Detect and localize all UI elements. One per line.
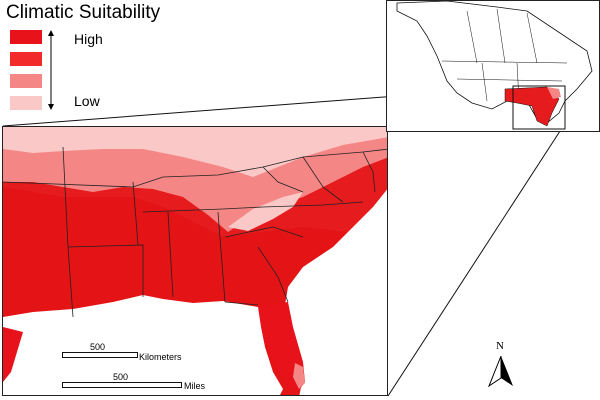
scale-km-unit: Kilometers — [139, 352, 182, 362]
inset-extent-box — [512, 85, 566, 130]
north-arrow-icon — [487, 355, 513, 388]
legend-scale-arrow-icon — [48, 30, 54, 110]
scale-bar-miles — [62, 382, 182, 388]
legend-title: Climatic Suitability — [6, 2, 161, 23]
scale-mi-unit: Miles — [184, 381, 206, 391]
north-arrow: N — [487, 340, 515, 388]
scale-km-value: 500 — [90, 342, 106, 352]
north-arrow-label: N — [496, 340, 504, 352]
legend-high-label: High — [74, 31, 103, 47]
main-map[interactable] — [2, 126, 388, 396]
legend-swatch-mid-low — [10, 74, 42, 88]
legend-swatch-mid-high — [10, 52, 42, 66]
legend-low-label: Low — [74, 93, 100, 109]
north-america-inset-map — [387, 1, 599, 131]
legend-swatch-low — [10, 96, 42, 110]
legend-swatch-high — [10, 30, 42, 44]
scale-bar-kilometers — [62, 352, 138, 358]
inset-locator-map[interactable] — [386, 0, 600, 132]
southeast-us-suitability-map — [3, 127, 387, 395]
scale-mi-value: 500 — [113, 372, 129, 382]
